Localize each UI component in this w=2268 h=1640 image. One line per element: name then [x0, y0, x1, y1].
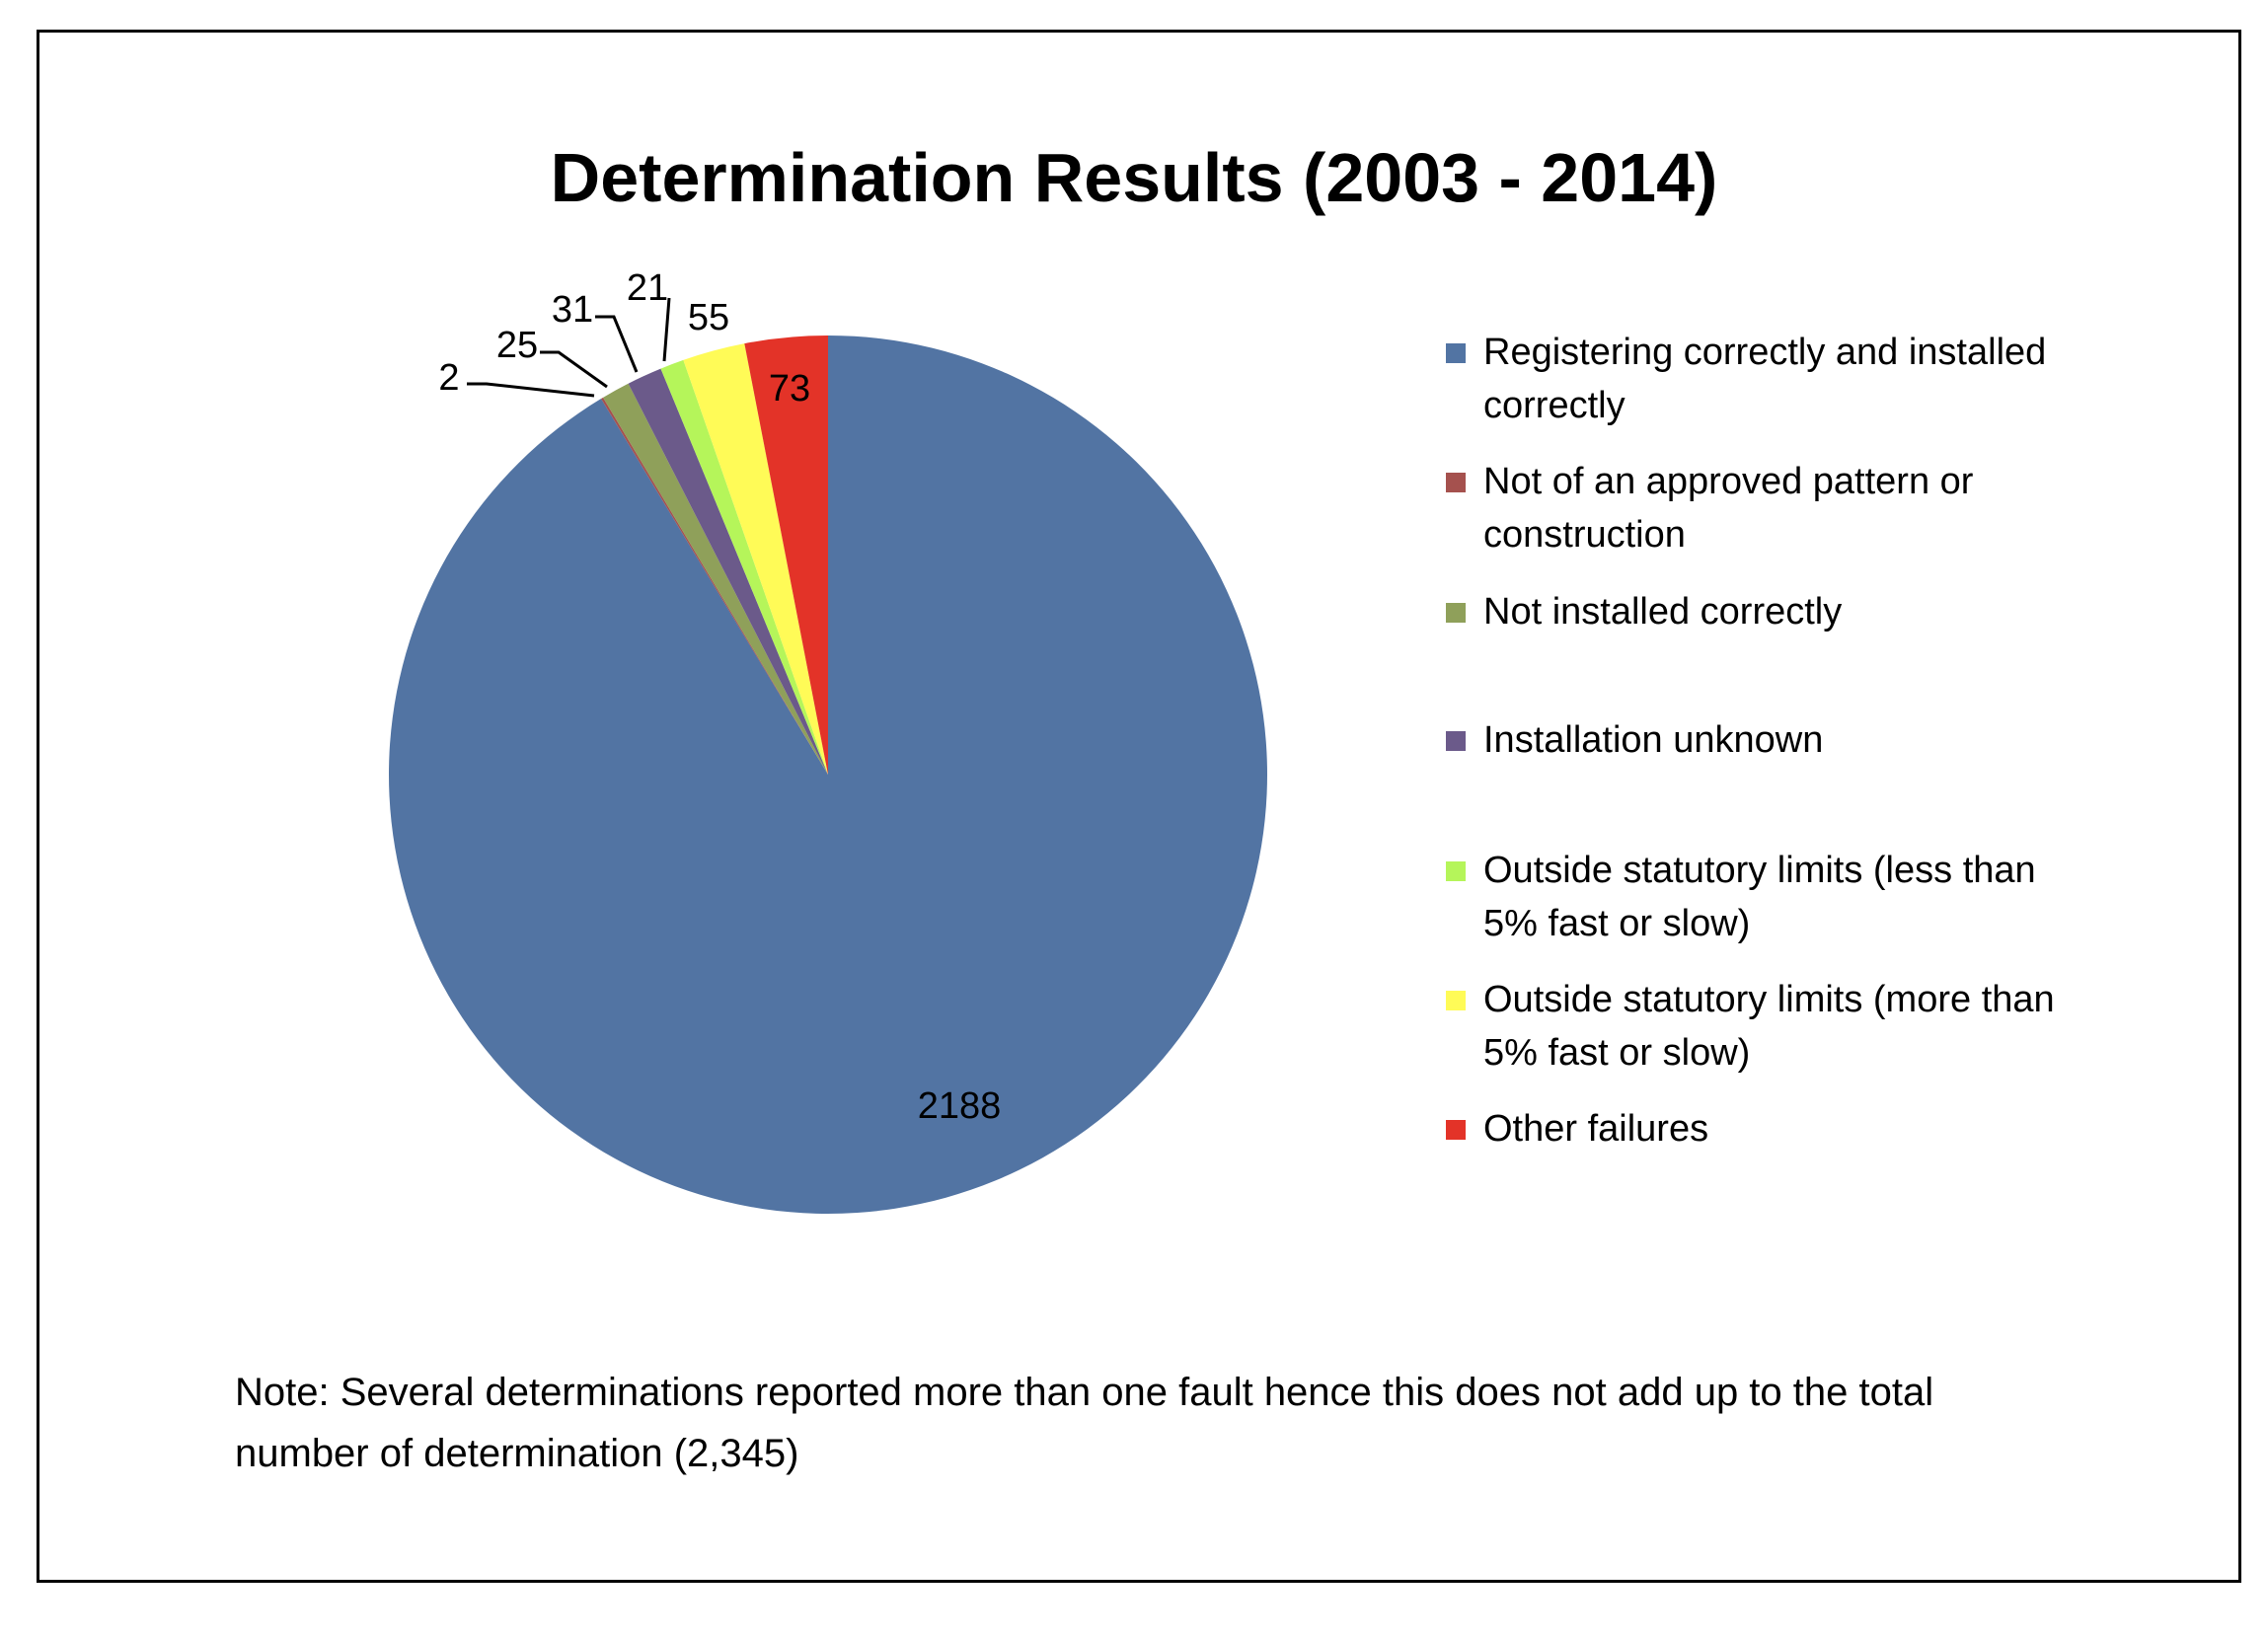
chart-frame — [37, 30, 2241, 1583]
leader-line-21 — [662, 297, 671, 362]
data-label-6: 73 — [769, 368, 810, 410]
chart-title: Determination Results (2003 - 2014) — [550, 139, 1718, 216]
legend-label: Other failures — [1483, 1108, 1709, 1150]
data-label-4: 21 — [627, 267, 668, 309]
leader-line-25 — [540, 350, 608, 389]
legend-label: Not of an approved pattern or constructi… — [1483, 461, 1974, 556]
data-label-1: 2 — [438, 357, 459, 399]
legend-swatch — [1446, 861, 1466, 881]
pie-slice-5 — [683, 343, 828, 775]
leader-line-2 — [467, 382, 595, 398]
legend-label: Not installed correctly — [1483, 591, 1843, 633]
data-label-0: 2188 — [918, 1085, 1002, 1127]
legend-swatch — [1446, 343, 1466, 363]
leader-line-31 — [595, 315, 639, 373]
data-label-2: 25 — [496, 325, 538, 366]
pie-slice-3 — [628, 368, 828, 775]
legend-label: Installation unknown — [1483, 719, 1824, 761]
pie-slice-2 — [603, 383, 828, 775]
pie-slice-1 — [601, 397, 828, 775]
legend-label: Registering correctly and installed corr… — [1483, 332, 2047, 426]
legend-swatch — [1446, 1120, 1466, 1140]
legend-swatch — [1446, 991, 1466, 1010]
pie-slice-6 — [744, 335, 828, 775]
legend-swatch — [1446, 731, 1466, 751]
chart-note: Note: Several determinations reported mo… — [235, 1371, 1934, 1475]
legend-label: Outside statutory limits (less than 5% f… — [1483, 850, 2036, 944]
legend-swatch — [1446, 603, 1466, 623]
pie-slice-4 — [660, 359, 828, 775]
legend-swatch — [1446, 473, 1466, 492]
data-label-5: 55 — [688, 297, 729, 338]
legend-label: Outside statutory limits (more than 5% f… — [1483, 979, 2055, 1074]
data-label-3: 31 — [552, 289, 593, 331]
